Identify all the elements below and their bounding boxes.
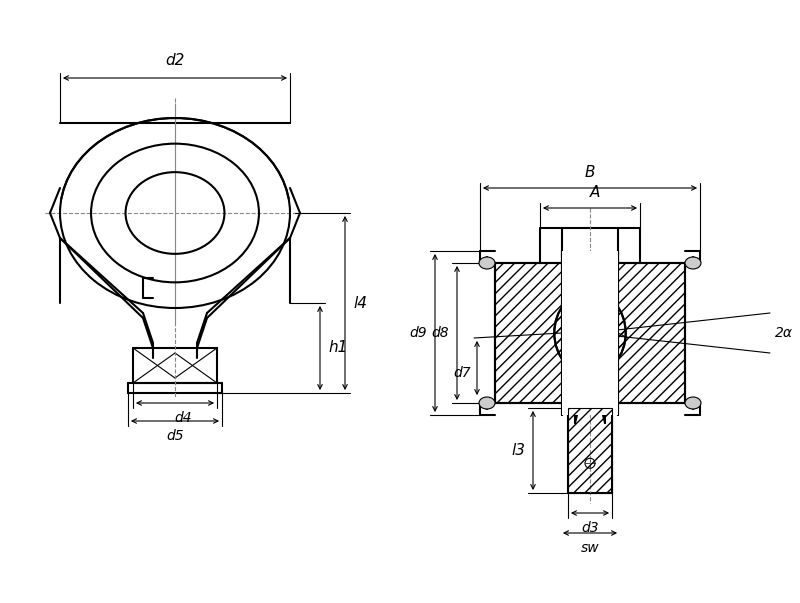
Text: d8: d8 <box>431 326 449 340</box>
Bar <box>562 251 618 415</box>
Text: l4: l4 <box>353 295 367 311</box>
Text: l3: l3 <box>511 443 525 458</box>
Text: d7: d7 <box>454 366 471 380</box>
Ellipse shape <box>479 397 495 409</box>
Text: A: A <box>590 185 600 200</box>
Text: d2: d2 <box>166 53 185 68</box>
Text: d4: d4 <box>174 411 192 425</box>
Text: sw: sw <box>581 541 599 555</box>
Text: B: B <box>585 165 595 180</box>
Text: 2α: 2α <box>775 326 793 340</box>
Bar <box>495 263 685 403</box>
Text: d9: d9 <box>410 326 427 340</box>
Text: h1: h1 <box>328 341 347 356</box>
Ellipse shape <box>685 257 701 269</box>
Text: d5: d5 <box>166 429 184 443</box>
Ellipse shape <box>479 257 495 269</box>
Ellipse shape <box>685 397 701 409</box>
Text: d3: d3 <box>581 521 599 535</box>
Bar <box>568 408 612 493</box>
